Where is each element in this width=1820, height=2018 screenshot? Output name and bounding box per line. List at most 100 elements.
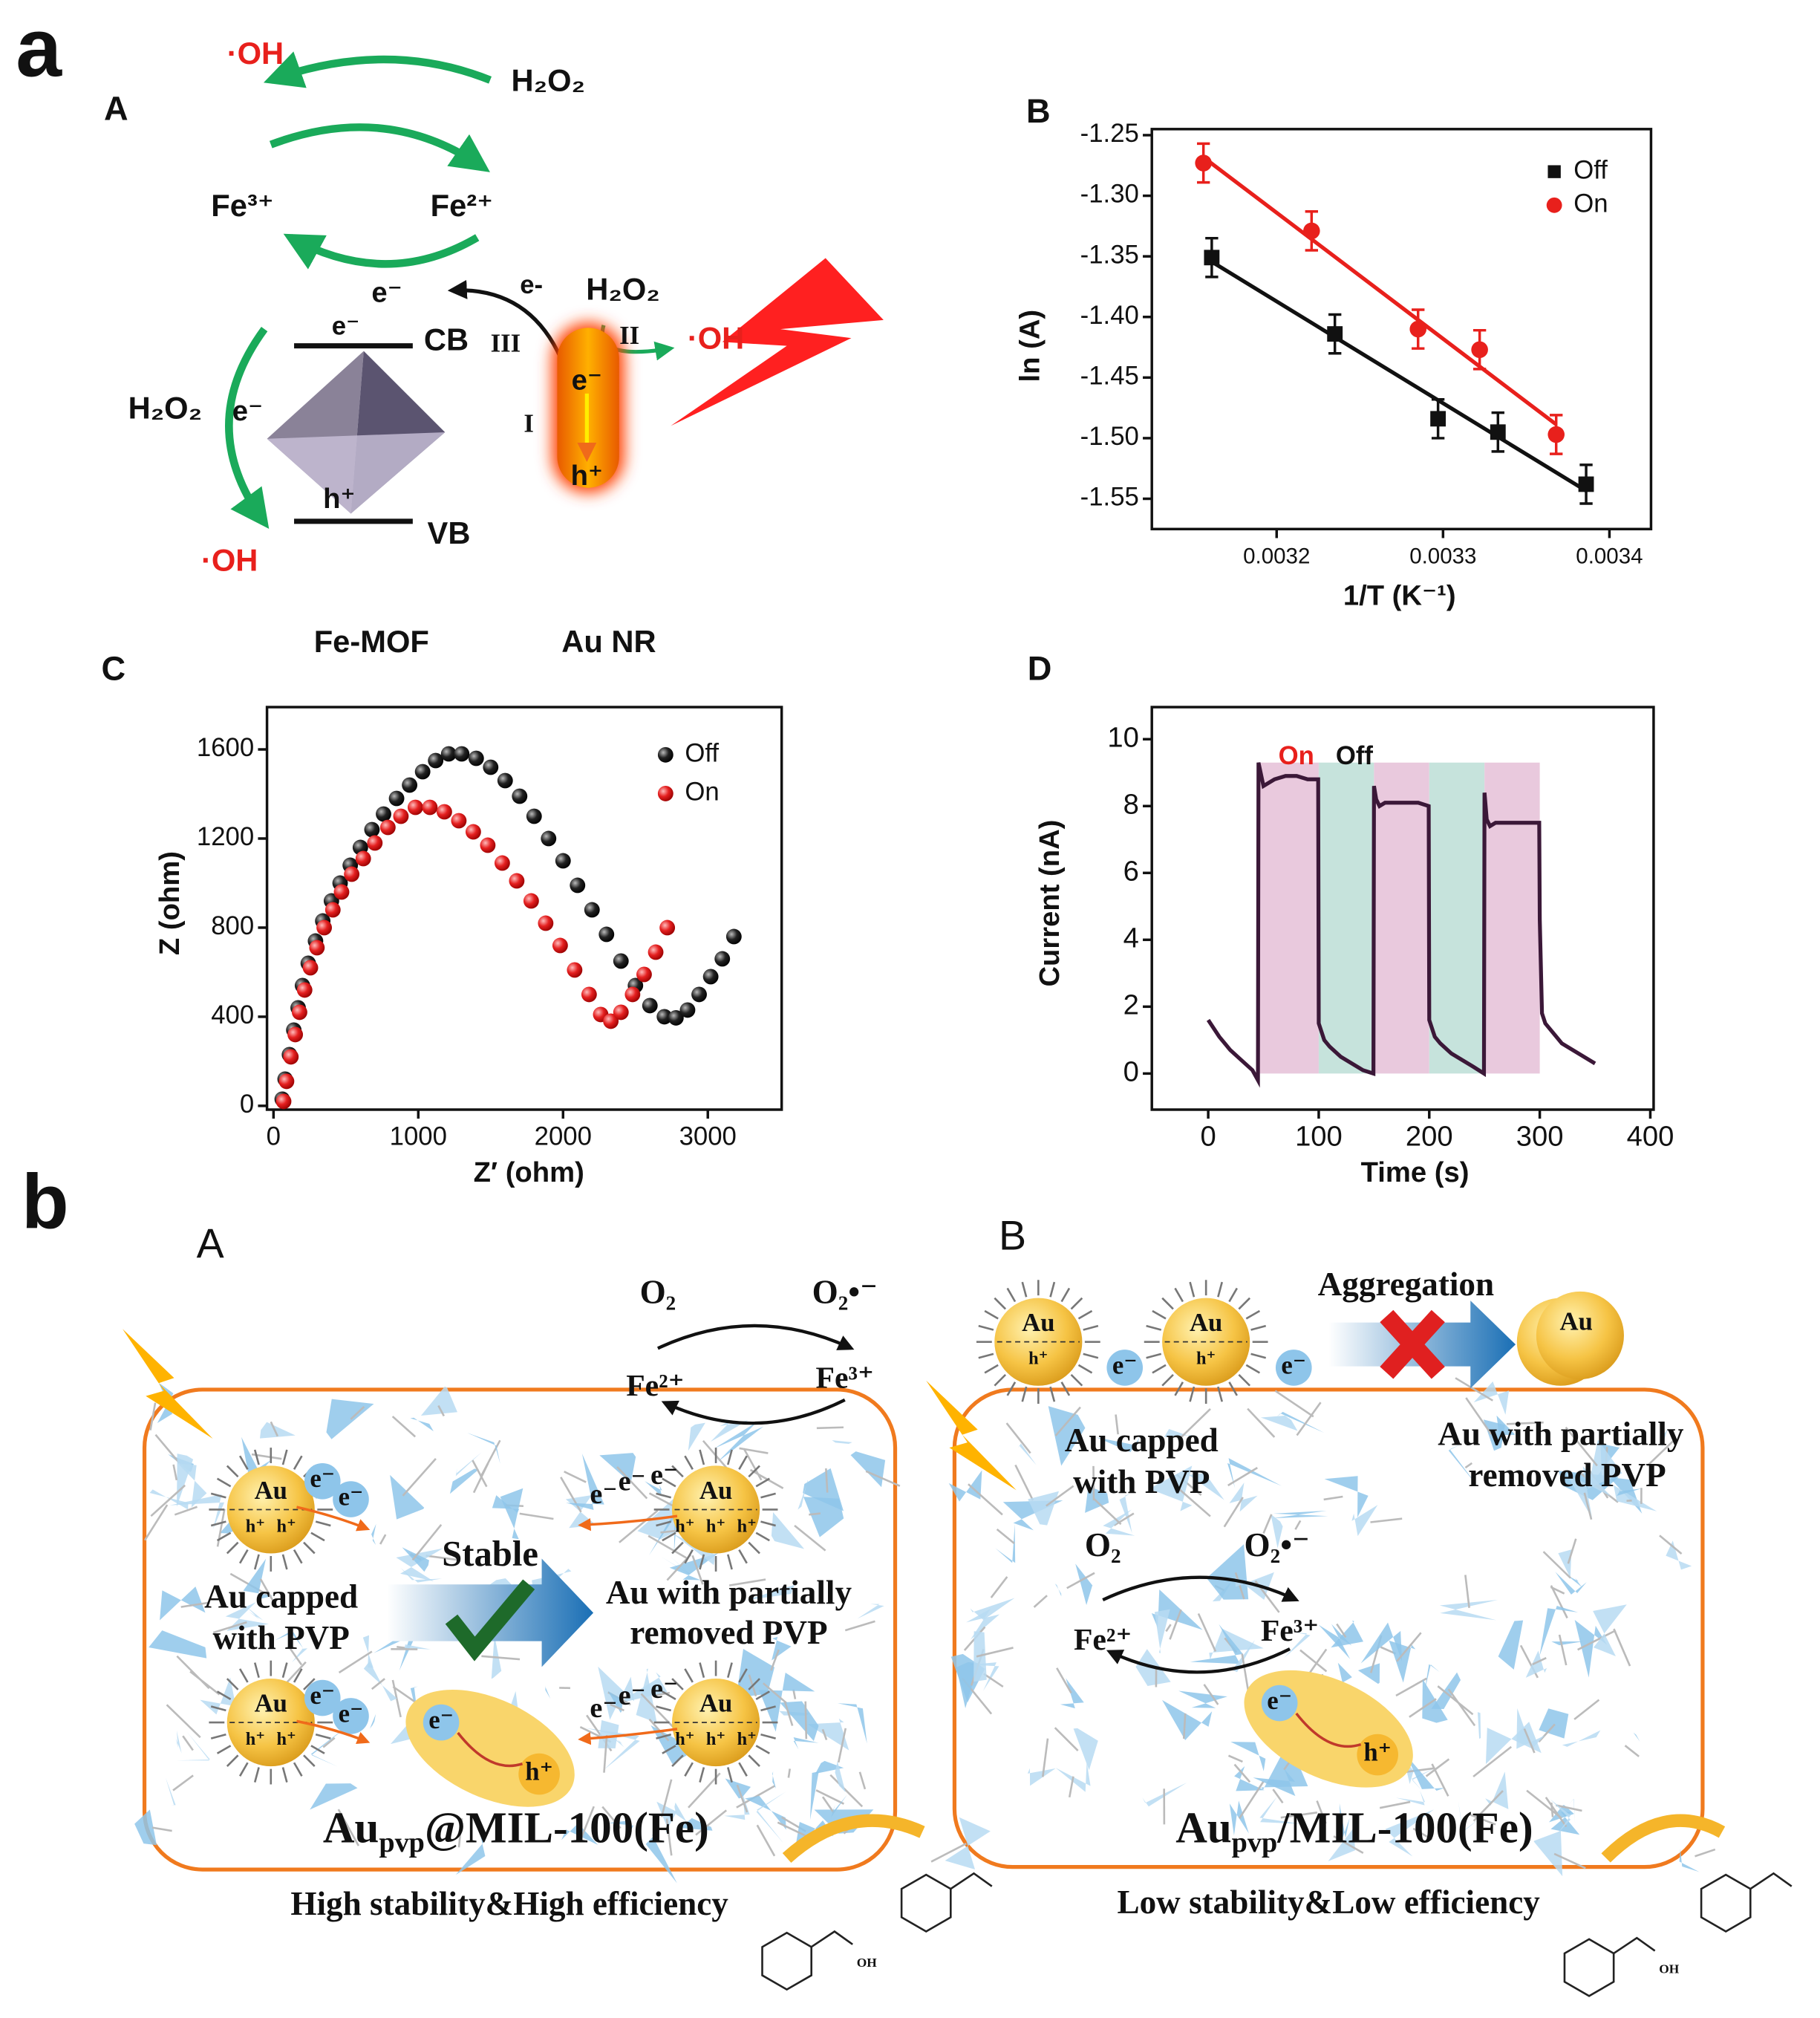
- pvp-ligand: [684, 1668, 694, 1683]
- pvp-ligand: [699, 1767, 705, 1783]
- pvp-ligand: [1146, 1324, 1162, 1331]
- pvp-ligand: [755, 1690, 770, 1700]
- mof-polyhedron: [1328, 1820, 1357, 1862]
- molecule: [1563, 1938, 1615, 1997]
- mof-polyhedron: [1164, 1428, 1193, 1438]
- pvp-ligand: [253, 1662, 260, 1679]
- pvp-ligand: [755, 1532, 770, 1542]
- arrow: [1102, 1575, 1299, 1602]
- pvp-ligand: [1006, 1381, 1017, 1396]
- mof-linker: [783, 1700, 794, 1726]
- mof-polyhedron: [1586, 1439, 1622, 1491]
- arrow: [656, 1324, 855, 1350]
- mof-linker: [990, 1576, 1008, 1598]
- y-axis-label: Current (nA): [1034, 820, 1066, 987]
- mof-polyhedron: [745, 1795, 786, 1830]
- y-tick-label: -1.45: [1080, 362, 1139, 391]
- point: [344, 866, 360, 882]
- mof-polyhedron: [1551, 1641, 1584, 1646]
- label: Au: [699, 1476, 732, 1505]
- mof-polyhedron: [449, 1468, 479, 1494]
- pvp-ligand: [1161, 1373, 1174, 1387]
- molecule: [950, 1872, 993, 1890]
- mof-linker: [1247, 1407, 1276, 1438]
- panel-letter: b: [22, 1159, 69, 1246]
- point: [309, 940, 325, 956]
- mof-polyhedron: [1103, 1509, 1135, 1536]
- mof-linker: [1395, 1677, 1427, 1697]
- x-tick-label: 0: [267, 1122, 281, 1150]
- y-tick-label: -1.55: [1080, 484, 1139, 512]
- mof-polyhedron: [645, 1829, 677, 1884]
- roman-label: I: [524, 409, 534, 437]
- hole: [518, 1753, 560, 1795]
- pvp-ligand: [210, 1705, 226, 1712]
- molecule: [810, 1930, 853, 1948]
- pvp-ligand: [1049, 1386, 1056, 1402]
- mof-polyhedron: [1002, 1500, 1063, 1531]
- x-tick-label: 0: [1200, 1120, 1216, 1152]
- x-tick-label: 0.0033: [1409, 544, 1476, 568]
- mof-linker: [270, 1421, 278, 1437]
- pvp-ligand: [656, 1520, 672, 1527]
- pvp-ligand: [303, 1541, 316, 1555]
- mof-linker: [337, 1809, 360, 1846]
- label: Au: [699, 1688, 732, 1717]
- mof-polyhedron: [948, 1470, 982, 1502]
- pvp-ligand: [671, 1465, 684, 1478]
- mof-linker: [564, 1471, 587, 1483]
- mof-polyhedron: [710, 1419, 748, 1442]
- mof-polyhedron: [837, 1703, 867, 1744]
- annotation: On: [1279, 742, 1314, 770]
- point: [407, 799, 423, 816]
- label: h⁺: [675, 1516, 694, 1536]
- annotation: Off: [1336, 742, 1374, 770]
- mof-linker: [762, 1682, 788, 1705]
- label: h⁺: [737, 1516, 757, 1536]
- mof-polyhedron: [1232, 1639, 1256, 1673]
- mof-linker: [1093, 1498, 1122, 1526]
- pvp-ligand: [1060, 1287, 1071, 1303]
- pvp-ligand: [684, 1549, 694, 1564]
- mof-polyhedron: [1260, 1415, 1298, 1431]
- mof-linker: [1396, 1632, 1422, 1662]
- pvp-ligand: [1174, 1381, 1184, 1396]
- mof-polyhedron: [1473, 1381, 1510, 1415]
- label: e⁻: [232, 395, 263, 427]
- mof-linker: [1165, 1624, 1172, 1633]
- label: Stable: [442, 1534, 538, 1574]
- pvp-ligand: [238, 1549, 249, 1564]
- panel-letter: B: [999, 1212, 1026, 1258]
- mof-linker: [825, 1468, 829, 1493]
- mof-polyhedron: [759, 1672, 815, 1732]
- pvp-ligand: [293, 1762, 303, 1777]
- mof-polyhedron: [310, 1783, 358, 1810]
- pvp-ligand: [226, 1754, 239, 1767]
- label: Au with partially: [1438, 1416, 1684, 1453]
- mof-polyhedron: [371, 1523, 376, 1546]
- mof-linker: [1550, 1585, 1568, 1619]
- mof-linker: [1577, 1630, 1617, 1651]
- mof-polyhedron: [1096, 1436, 1140, 1453]
- mof-polyhedron: [160, 1586, 206, 1621]
- mof-polyhedron: [1331, 1620, 1364, 1648]
- mof-polyhedron: [1048, 1406, 1086, 1466]
- mof-linker: [1299, 1649, 1328, 1673]
- mof-linker: [1545, 1797, 1568, 1828]
- pvp-ligand: [662, 1477, 676, 1488]
- mof-polyhedron: [1357, 1663, 1380, 1685]
- mof-linker: [1409, 1698, 1437, 1718]
- label: e⁻: [339, 1699, 364, 1728]
- mof-polyhedron: [756, 1791, 786, 1843]
- mof-linker: [1553, 1852, 1586, 1869]
- pvp-ligand: [315, 1734, 331, 1739]
- pvp-ligand: [760, 1492, 776, 1499]
- x-axis-label: 1/T (K⁻¹): [1343, 579, 1456, 611]
- mof-polyhedron: [661, 1556, 691, 1575]
- label: Fe³⁺: [816, 1361, 874, 1395]
- label: O₂•⁻: [812, 1273, 878, 1310]
- name-part: /MIL-100(Fe): [1276, 1803, 1533, 1852]
- label: Fe-MOF: [314, 624, 429, 659]
- mof-linker: [983, 1673, 1004, 1688]
- mof-linker: [603, 1735, 608, 1773]
